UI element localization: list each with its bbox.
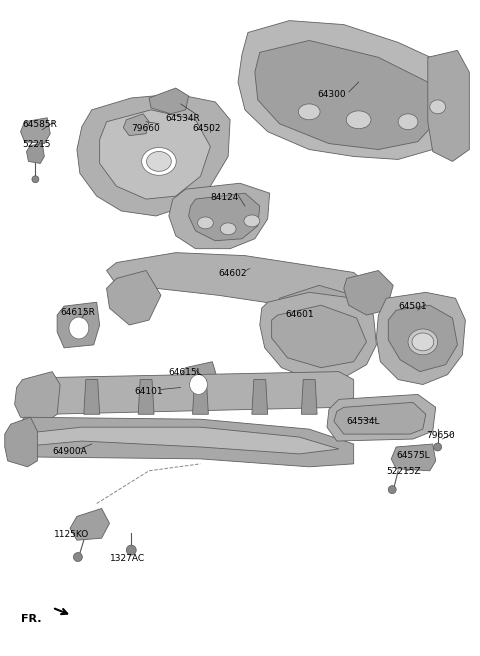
Text: 64900A: 64900A (52, 447, 87, 456)
Text: 64101: 64101 (134, 388, 163, 396)
Ellipse shape (244, 215, 260, 227)
Polygon shape (37, 372, 354, 414)
Ellipse shape (190, 375, 207, 394)
Ellipse shape (430, 100, 445, 114)
Text: 64501: 64501 (398, 302, 427, 311)
Polygon shape (14, 372, 60, 421)
Polygon shape (252, 380, 268, 414)
Polygon shape (77, 94, 230, 216)
Polygon shape (138, 380, 154, 414)
Polygon shape (18, 427, 339, 454)
Ellipse shape (388, 485, 396, 493)
Ellipse shape (197, 217, 213, 229)
Text: 64601: 64601 (286, 310, 314, 319)
Polygon shape (26, 144, 44, 163)
Polygon shape (272, 305, 367, 367)
Polygon shape (344, 270, 393, 315)
Ellipse shape (146, 152, 171, 171)
Polygon shape (301, 380, 317, 414)
Ellipse shape (412, 333, 434, 351)
Polygon shape (123, 114, 149, 136)
Polygon shape (5, 417, 37, 467)
Polygon shape (428, 51, 469, 161)
Text: 64615L: 64615L (169, 367, 203, 377)
Text: 52215: 52215 (23, 140, 51, 149)
Polygon shape (391, 444, 436, 471)
Ellipse shape (346, 111, 371, 129)
Text: 64585R: 64585R (23, 120, 58, 129)
Ellipse shape (408, 329, 438, 355)
Text: 1125KO: 1125KO (54, 530, 89, 539)
Ellipse shape (142, 148, 176, 175)
Text: 1327AC: 1327AC (109, 554, 144, 563)
Polygon shape (84, 380, 100, 414)
Polygon shape (192, 380, 208, 414)
Polygon shape (255, 41, 438, 150)
Polygon shape (70, 508, 109, 540)
Ellipse shape (398, 114, 418, 130)
Text: 64575L: 64575L (396, 451, 430, 460)
Polygon shape (149, 88, 189, 114)
Polygon shape (107, 270, 161, 325)
Polygon shape (275, 285, 367, 332)
Text: 64534R: 64534R (166, 114, 201, 123)
Ellipse shape (126, 545, 136, 555)
Polygon shape (238, 20, 459, 159)
Polygon shape (11, 417, 354, 467)
Polygon shape (100, 110, 210, 199)
Text: 52215Z: 52215Z (386, 467, 421, 476)
Text: 79650: 79650 (426, 431, 455, 440)
Polygon shape (334, 402, 426, 434)
Text: 84124: 84124 (210, 193, 239, 202)
Text: 79660: 79660 (131, 124, 160, 133)
Ellipse shape (298, 104, 320, 120)
Text: 64502: 64502 (192, 124, 221, 133)
Ellipse shape (73, 552, 83, 562)
Polygon shape (376, 293, 466, 384)
Ellipse shape (434, 443, 442, 451)
Polygon shape (189, 193, 260, 241)
Polygon shape (388, 305, 457, 372)
Text: 64534L: 64534L (347, 417, 380, 426)
Text: 64602: 64602 (218, 268, 247, 277)
Polygon shape (107, 253, 369, 310)
Polygon shape (169, 183, 270, 249)
Ellipse shape (220, 223, 236, 235)
Polygon shape (57, 302, 100, 348)
Polygon shape (21, 118, 50, 144)
Ellipse shape (69, 317, 89, 339)
Text: 64300: 64300 (317, 90, 346, 99)
Text: 64615R: 64615R (60, 308, 95, 317)
Polygon shape (327, 394, 436, 441)
Polygon shape (260, 293, 376, 380)
Ellipse shape (32, 176, 39, 183)
Text: FR.: FR. (21, 613, 41, 624)
Polygon shape (180, 361, 218, 404)
